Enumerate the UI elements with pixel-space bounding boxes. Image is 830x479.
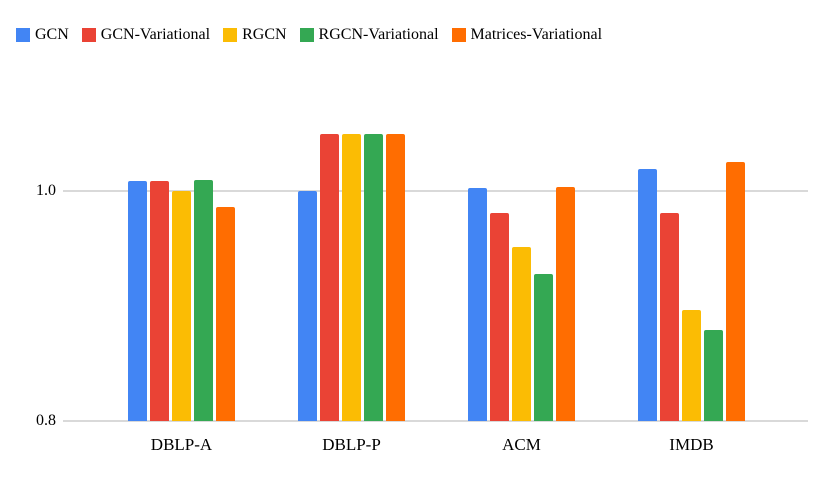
bar-matrices-variational-imdb — [726, 162, 745, 421]
legend-label: GCN — [35, 26, 69, 43]
plot-area — [63, 105, 808, 422]
bar-gcn-variational-imdb — [660, 213, 679, 421]
bar-rgcn-variational-dblp-p — [364, 134, 383, 421]
bar-group-imdb — [638, 162, 745, 421]
bar-matrices-variational-acm — [556, 187, 575, 421]
legend-item-gcn: GCN — [16, 26, 69, 44]
x-category-label: ACM — [502, 435, 541, 454]
legend-swatch-icon — [16, 28, 30, 42]
bar-rgcn-variational-acm — [534, 274, 553, 421]
bar-matrices-variational-dblp-a — [216, 207, 235, 421]
gridline — [63, 190, 808, 193]
x-category-label: DBLP-A — [150, 435, 213, 454]
bar-gcn-dblp-a — [128, 181, 147, 421]
legend-item-matrices-variational: Matrices-Variational — [451, 26, 603, 44]
bar-rgcn-dblp-p — [342, 134, 361, 421]
legend-swatch-icon — [81, 28, 96, 42]
legend-label: GCN-Variational — [100, 26, 211, 43]
legend-label: RGCN — [242, 26, 287, 43]
bar-group-dblp-p — [298, 134, 405, 421]
x-category-label: IMDB — [669, 435, 714, 454]
bar-gcn-acm — [468, 188, 487, 421]
bar-gcn-variational-acm — [490, 213, 509, 421]
bar-matrices-variational-dblp-p — [386, 134, 405, 421]
bar-rgcn-variational-dblp-a — [194, 180, 213, 421]
legend-item-gcn-variational: GCN-Variational — [81, 26, 211, 44]
gridline — [63, 420, 808, 422]
y-tick-label: 0.8 — [36, 412, 56, 429]
legend-item-rgcn: RGCN — [223, 26, 287, 44]
bar-gcn-variational-dblp-p — [320, 134, 339, 421]
bar-group-acm — [468, 187, 575, 421]
legend-swatch-icon — [451, 28, 466, 42]
bar-gcn-dblp-p — [298, 191, 317, 421]
bar-rgcn-imdb — [682, 310, 701, 421]
legend-label: RGCN-Variational — [318, 26, 439, 43]
bar-rgcn-dblp-a — [172, 191, 191, 421]
legend-swatch-icon — [299, 28, 314, 42]
bar-rgcn-acm — [512, 247, 531, 421]
legend-item-rgcn-variational: RGCN-Variational — [299, 26, 439, 44]
bar-gcn-imdb — [638, 169, 657, 421]
bar-group-dblp-a — [128, 180, 235, 421]
bar-gcn-variational-dblp-a — [150, 181, 169, 421]
bar-rgcn-variational-imdb — [704, 330, 723, 421]
legend: GCN GCN-Variational RGCN RGCN-Variationa… — [16, 26, 615, 44]
legend-label: Matrices-Variational — [470, 26, 603, 43]
x-category-label: DBLP-P — [322, 435, 381, 454]
y-tick-label: 1.0 — [36, 182, 56, 200]
legend-swatch-icon — [223, 28, 238, 42]
